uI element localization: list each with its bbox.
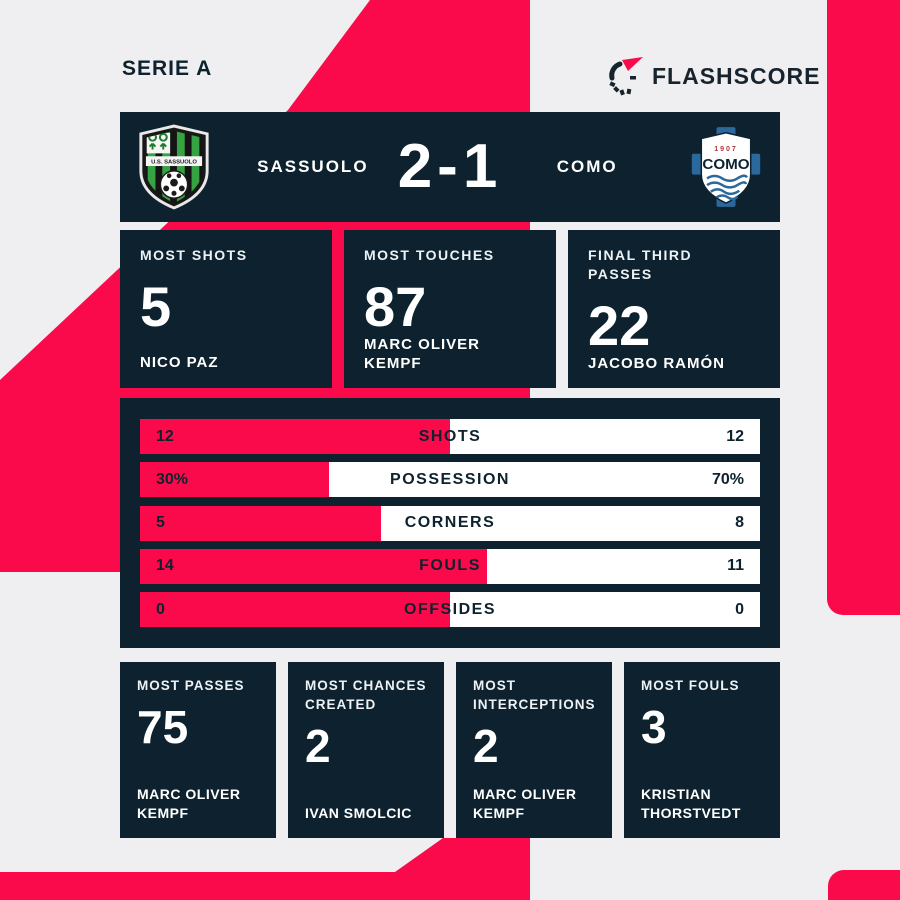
stat-player: MARC OLIVER KEMPF <box>364 335 480 373</box>
pink-bottom-strip <box>0 838 530 900</box>
score-header: U.S. SASSUOLO SASSUOLO 2-1 COMO 1907 COM… <box>120 112 780 222</box>
stat-box-most-fouls: MOST FOULS 3 KRISTIAN THORSTVEDT <box>624 662 780 838</box>
bar-label: CORNERS <box>404 514 496 531</box>
match-stats-panel: SHOTS 12 12 POSSESSION 30% 70% CORNERS 5… <box>120 398 780 648</box>
home-value: 5 <box>156 514 165 531</box>
stat-value: 3 <box>641 700 667 753</box>
match-score: 2-1 <box>397 132 503 201</box>
bar-label: SHOTS <box>418 427 482 445</box>
home-fill <box>140 462 330 498</box>
sassuolo-banner-text: U.S. SASSUOLO <box>151 160 197 166</box>
stat-label: MOST INTERCEPTIONS <box>473 678 596 712</box>
bar-label: FOULS <box>419 557 481 575</box>
pink-bottom-right-block <box>828 870 900 900</box>
como-name-text: COMO <box>702 156 749 173</box>
stat-bar-corners: CORNERS 5 8 <box>140 505 760 541</box>
como-crest-icon: 1907 COMO <box>691 127 761 207</box>
stat-bar-offsides: OFFSIDES 0 0 <box>140 592 760 627</box>
stat-box-most-passes: MOST PASSES 75 MARC OLIVER KEMPF <box>120 662 276 838</box>
stat-label: FINAL THIRD PASSES <box>588 247 693 282</box>
away-value: 70% <box>711 470 744 488</box>
stat-value: 75 <box>137 700 189 753</box>
away-value: 12 <box>726 427 744 445</box>
stat-value: 22 <box>588 293 651 357</box>
stat-player: JACOBO RAMÓN <box>588 354 726 372</box>
flashscore-flag <box>622 57 643 71</box>
stat-value: 87 <box>364 274 427 338</box>
stat-box-most-touches: MOST TOUCHES 87 MARC OLIVER KEMPF <box>344 230 556 388</box>
home-team-name: SASSUOLO <box>257 157 369 176</box>
home-fill <box>140 505 381 541</box>
stat-box-most-chances-created: MOST CHANCES CREATED 2 IVAN SMOLCIC <box>288 662 444 838</box>
home-fill <box>140 548 488 584</box>
home-fill <box>140 419 450 454</box>
stat-value: 5 <box>140 274 172 338</box>
bar-label: POSSESSION <box>390 470 510 488</box>
home-value: 30% <box>156 470 189 488</box>
home-value: 0 <box>156 600 165 618</box>
stat-label: MOST CHANCES CREATED <box>305 678 427 712</box>
stat-box-most-shots: MOST SHOTS 5 NICO PAZ <box>120 230 332 388</box>
stat-box-most-interceptions: MOST INTERCEPTIONS 2 MARC OLIVER KEMPF <box>456 662 612 838</box>
away-value: 11 <box>727 557 744 575</box>
como-year-text: 1907 <box>714 145 737 153</box>
stat-player: MARC OLIVER KEMPF <box>137 786 241 822</box>
sassuolo-crest-icon: U.S. SASSUOLO <box>139 124 209 210</box>
home-fill <box>140 592 450 627</box>
stat-player: NICO PAZ <box>140 353 219 371</box>
stat-bar-possession: POSSESSION 30% 70% <box>140 462 760 498</box>
league-label: SERIE A <box>122 57 213 80</box>
stat-player: KRISTIAN THORSTVEDT <box>641 786 741 822</box>
home-value: 12 <box>156 427 174 445</box>
brand-name: FLASHSCORE <box>652 62 821 89</box>
flashscore-logo: FLASHSCORE <box>606 56 820 96</box>
away-value: 0 <box>735 600 744 618</box>
stat-bar-shots: SHOTS 12 12 <box>140 419 760 454</box>
pink-right-column <box>827 0 900 615</box>
stat-value: 2 <box>305 719 331 772</box>
away-value: 8 <box>735 514 744 531</box>
stat-box-final-third-passes: FINAL THIRD PASSES 22 JACOBO RAMÓN <box>568 230 780 388</box>
stat-player: IVAN SMOLCIC <box>305 805 412 822</box>
stat-player: MARC OLIVER KEMPF <box>473 786 577 822</box>
stat-label: MOST PASSES <box>137 678 245 693</box>
home-value: 14 <box>156 557 174 575</box>
away-team-name: COMO <box>556 157 618 176</box>
stat-label: MOST TOUCHES <box>364 247 495 263</box>
stat-label: MOST FOULS <box>641 678 740 693</box>
flashscore-icon <box>609 57 643 96</box>
stat-label: MOST SHOTS <box>140 247 248 263</box>
stat-value: 2 <box>473 719 499 772</box>
stat-bar-fouls: FOULS 14 11 <box>140 548 760 584</box>
bar-label: OFFSIDES <box>403 600 496 618</box>
